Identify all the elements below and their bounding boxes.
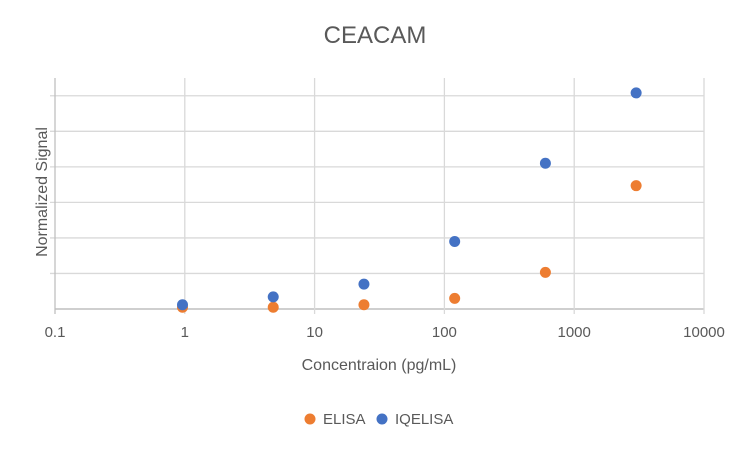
point-elisa bbox=[539, 266, 551, 278]
point-iqelisa bbox=[630, 87, 642, 99]
point-iqelisa bbox=[358, 278, 370, 290]
legend: ELISA IQELISA bbox=[304, 411, 453, 428]
legend-label-elisa: ELISA bbox=[323, 411, 366, 428]
y-axis-label: Normalized Signal bbox=[34, 127, 51, 257]
chart-title: CEACAM bbox=[324, 22, 427, 49]
x-tick-label: 10000 bbox=[683, 324, 725, 341]
point-elisa bbox=[358, 299, 370, 311]
point-iqelisa bbox=[539, 157, 551, 169]
x-tick-label: 100 bbox=[432, 324, 457, 341]
point-elisa bbox=[630, 180, 642, 192]
x-tick-label: 1 bbox=[181, 324, 189, 341]
point-elisa bbox=[267, 301, 279, 313]
point-iqelisa bbox=[267, 291, 279, 303]
x-tick-label: 0.1 bbox=[45, 324, 66, 341]
x-tick-label: 10 bbox=[306, 324, 323, 341]
point-iqelisa bbox=[449, 235, 461, 247]
data-points bbox=[176, 87, 642, 313]
legend-marker-iqelisa bbox=[376, 413, 388, 425]
point-iqelisa bbox=[176, 299, 188, 311]
x-axis-label: Concentraion (pg/mL) bbox=[302, 357, 457, 374]
x-tick-labels: 0.1 1 10 100 1000 10000 bbox=[45, 324, 725, 341]
gridlines bbox=[50, 78, 705, 314]
point-elisa bbox=[449, 292, 461, 304]
legend-label-iqelisa: IQELISA bbox=[395, 411, 453, 428]
x-tick-label: 1000 bbox=[558, 324, 591, 341]
legend-marker-elisa bbox=[304, 413, 316, 425]
